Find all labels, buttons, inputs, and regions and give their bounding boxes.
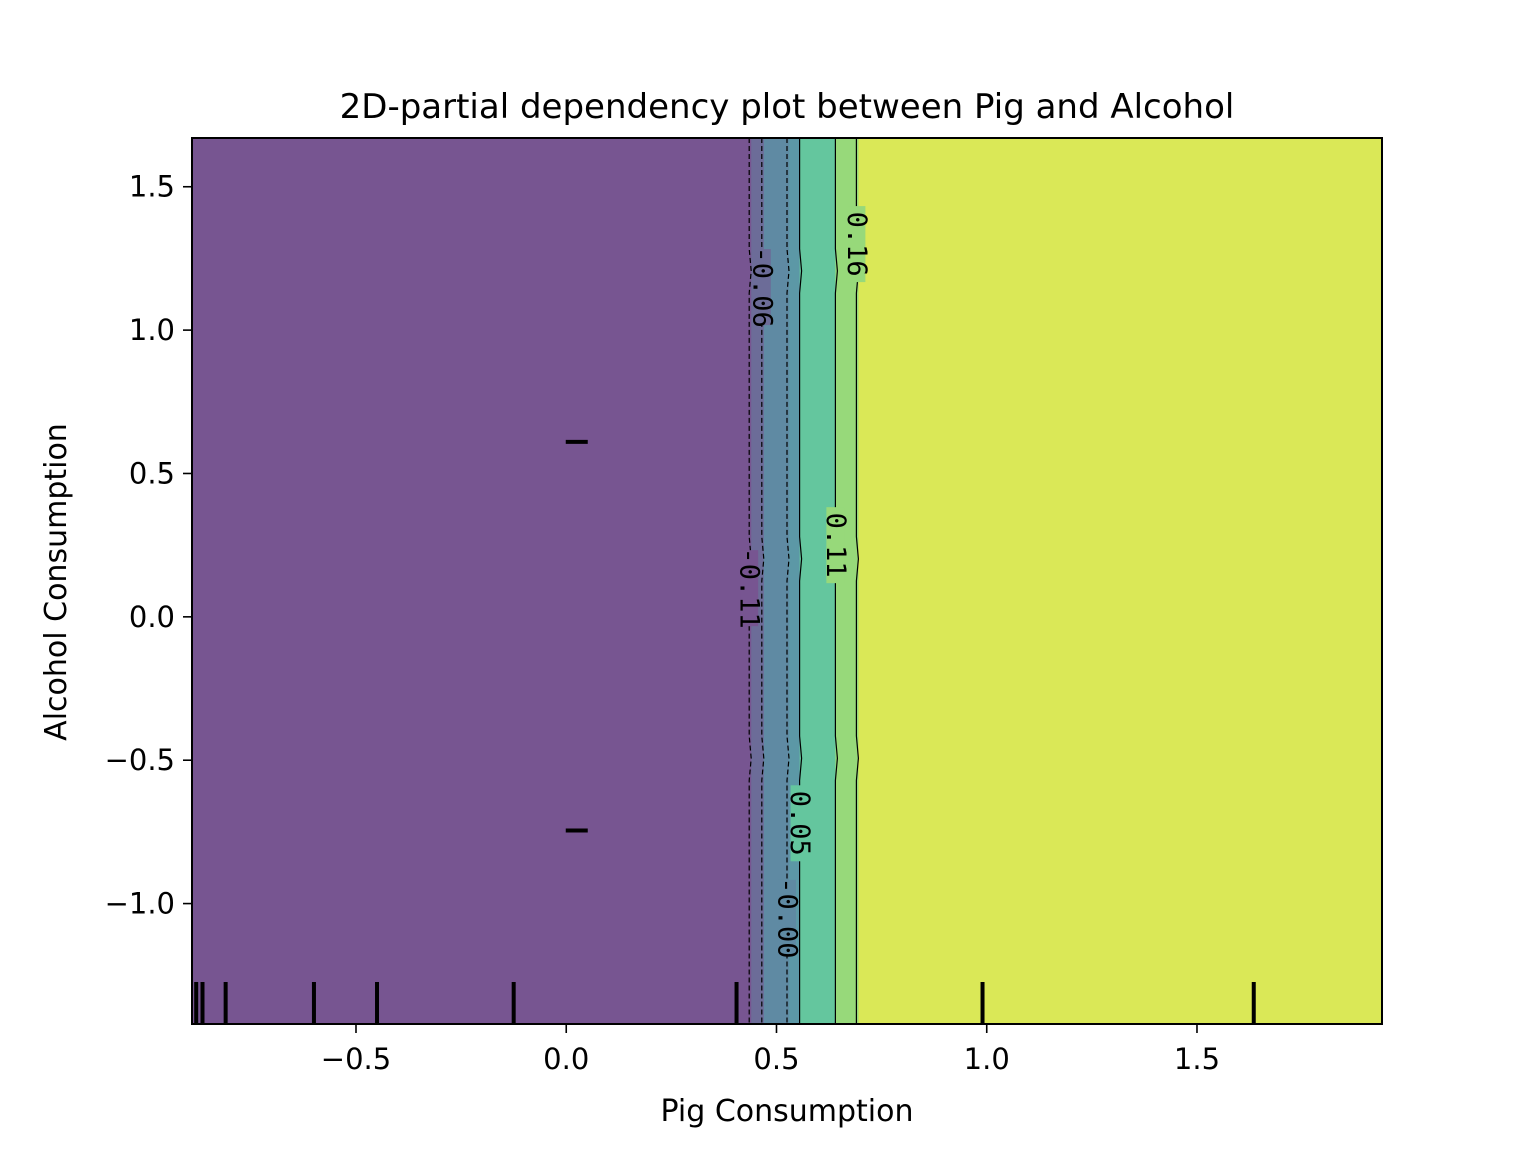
y-tick-label-0: 1.5	[129, 170, 175, 204]
y-tick-label-4: −0.5	[105, 743, 175, 777]
y-tick-label-1: 1.0	[129, 313, 175, 347]
y-axis-label: Alcohol Consumption	[39, 423, 74, 741]
x-tick-label-1: 0.0	[543, 1042, 589, 1076]
contour-label-0.16: 0.16	[841, 212, 872, 277]
contour-line--0.00	[786, 138, 790, 1024]
contour-label-mask-2	[778, 879, 796, 956]
contour-label-0.05: 0.05	[784, 791, 815, 856]
contour-label-mask-3	[790, 785, 809, 862]
contour-labels: -0.11 -0.06 -0.00 0.05 0.11 0.16	[734, 206, 872, 959]
x-axis-ticks: −0.5 0.0 0.5 1.0 1.5	[321, 1024, 1220, 1076]
contour-label--0.06: -0.06	[746, 246, 777, 327]
contour-label-mask-5	[847, 206, 866, 283]
contour-label-mask-0	[740, 550, 759, 627]
y-tick-label-2: 0.5	[129, 456, 175, 490]
x-axis-label: Pig Consumption	[660, 1094, 913, 1129]
plot-frame	[191, 137, 1383, 1025]
contour-fill-bands	[192, 138, 1383, 1024]
x-tick-label-3: 1.0	[964, 1042, 1010, 1076]
contour-label--0.00: -0.00	[772, 877, 803, 958]
rug-marks	[194, 439, 1256, 1024]
x-tick-label-2: 0.5	[753, 1042, 799, 1076]
contour-line-0.16	[855, 138, 860, 1024]
contour-band-0	[192, 138, 752, 1024]
contour-label-mask-1	[752, 249, 771, 326]
x-tick-label-0: −0.5	[321, 1042, 391, 1076]
chart-title: 2D-partial dependency plot between Pig a…	[340, 87, 1235, 127]
contour-line-0.05	[798, 138, 803, 1024]
y-tick-label-5: −1.0	[105, 887, 175, 921]
y-axis-ticks: 1.5 1.0 0.5 0.0 −0.5 −1.0	[105, 170, 192, 921]
x-tick-label-4: 1.5	[1174, 1042, 1220, 1076]
contour-band-6	[858, 138, 1383, 1024]
contour-band-3	[789, 138, 801, 1024]
contour-band-5	[835, 138, 859, 1024]
contour-label-0.11: 0.11	[820, 513, 851, 578]
contour-label-mask-4	[826, 507, 845, 584]
y-tick-label-3: 0.0	[129, 600, 175, 634]
contour-label--0.11: -0.11	[734, 548, 765, 629]
